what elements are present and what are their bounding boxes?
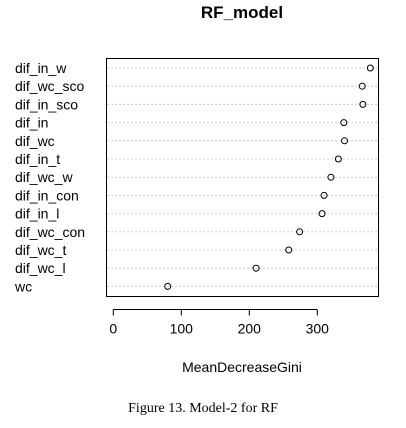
chart-title: RF_model: [201, 3, 283, 22]
category-label: dif_in_con: [15, 187, 79, 203]
data-point: [164, 282, 172, 290]
category-label: dif_in_l: [15, 206, 59, 222]
data-point: [341, 137, 348, 145]
data-point: [334, 155, 342, 163]
data-point: [358, 82, 366, 90]
x-tick-label: 200: [238, 321, 262, 337]
category-label: dif_in_sco: [15, 96, 78, 112]
data-point: [340, 119, 348, 127]
data-point: [366, 64, 374, 72]
x-axis: 0 100 200 300: [109, 309, 330, 337]
x-tick-label: 0: [109, 321, 117, 337]
grid-lines: [107, 67, 378, 287]
category-label: dif_wc_w: [15, 169, 73, 185]
category-label: dif_in_t: [15, 151, 60, 167]
category-label: dif_in_w: [15, 60, 67, 76]
category-label: dif_wc_l: [15, 260, 66, 276]
category-label: wc: [14, 278, 32, 294]
data-point: [285, 246, 293, 254]
data-points: [164, 64, 374, 290]
category-labels: dif_in_w dif_wc_sco dif_in_sco dif_in dif_wc…: [14, 60, 85, 294]
plot-box: [106, 58, 379, 297]
category-label: dif_wc: [15, 133, 55, 149]
category-label: dif_in: [15, 115, 48, 131]
category-label: dif_wc_sco: [15, 78, 84, 94]
data-point: [359, 100, 367, 108]
figure-caption: Figure 13. Model-2 for RF: [128, 401, 278, 416]
x-axis-label: MeanDecreaseGini: [182, 359, 302, 375]
category-label: dif_wc_con: [15, 224, 85, 240]
data-point: [296, 228, 304, 236]
data-point: [318, 210, 326, 218]
data-point: [320, 191, 328, 199]
data-point: [252, 264, 260, 272]
data-point: [327, 173, 335, 181]
x-tick-label: 100: [170, 321, 194, 337]
category-label: dif_wc_t: [15, 242, 66, 258]
x-tick-label: 300: [306, 321, 330, 337]
dotchart: RF_model dif_in_wdif_wc_scodif_in_scodif…: [14, 3, 379, 375]
